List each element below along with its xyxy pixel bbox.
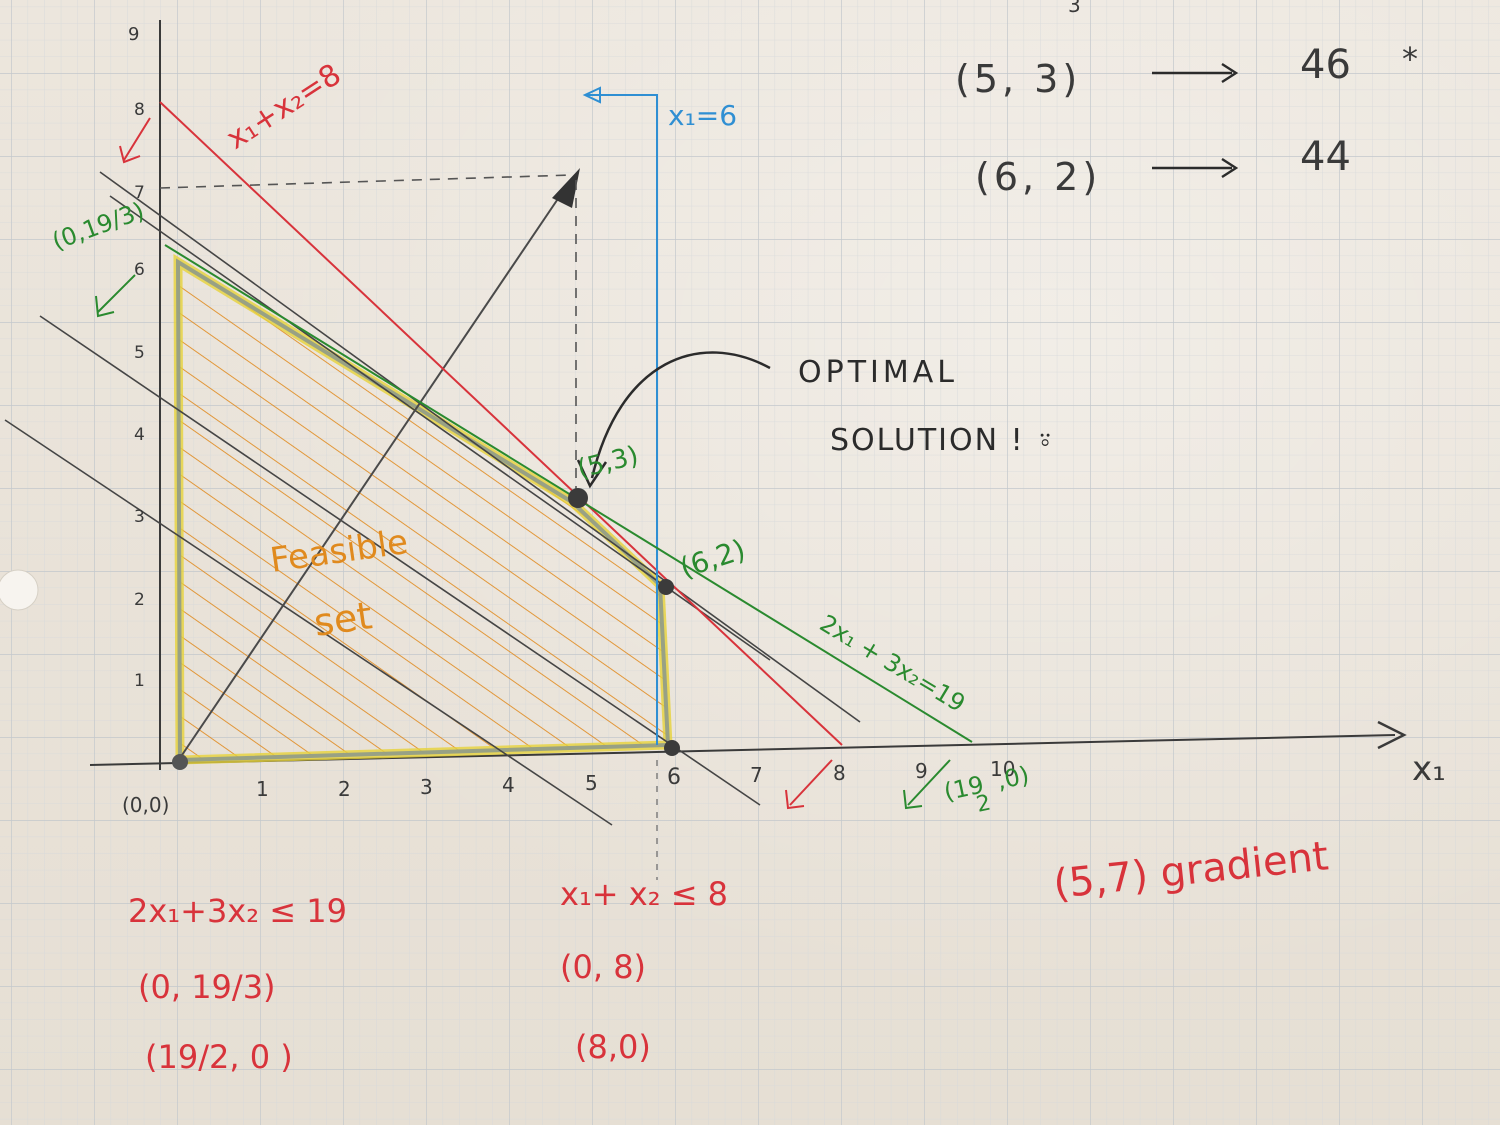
pointer-arrow-icon — [576, 459, 608, 489]
y-tick: 5 — [134, 343, 145, 363]
y-tick: 2 — [134, 590, 145, 610]
objective-mark-1: * — [1402, 40, 1418, 78]
blue-direction-arrow-icon — [582, 86, 601, 104]
optimal-vertex — [568, 488, 588, 508]
green-x-intercept-den: 2 — [974, 790, 993, 817]
constraint-2-point-1: (0, 8) — [560, 948, 646, 986]
arrow-icon-1 — [1152, 62, 1239, 84]
constraint-1-point-1: (0, 19/3) — [138, 968, 276, 1006]
x-axis-arrow-icon — [1377, 720, 1407, 750]
punch-hole — [0, 569, 39, 611]
x-tick: 10 — [990, 757, 1015, 781]
objective-point-2: (6, 2) — [975, 155, 1101, 199]
x-tick: 6 — [667, 765, 681, 790]
x-tick: 3 — [420, 775, 433, 799]
optimal-annotation-line2: SOLUTION ! ⍤ — [830, 423, 1056, 458]
arrow-icon-2 — [1152, 157, 1239, 179]
x-tick: 5 — [585, 771, 598, 795]
constraint-2-point-2: (8,0) — [575, 1028, 651, 1066]
vertex-6-0 — [664, 740, 680, 756]
green-x-intercept-zero: ,0) — [994, 761, 1031, 795]
y-tick: 1 — [134, 671, 145, 691]
gradient-vector — [179, 177, 573, 759]
set-label: set — [311, 593, 375, 645]
optimal-annotation-line1: OPTIMAL — [798, 355, 958, 390]
y-tick: 8 — [134, 100, 145, 120]
objective-value-1: 46 — [1300, 42, 1351, 88]
constraint-2-inequality: x₁+ x₂ ≤ 8 — [560, 875, 728, 913]
y-tick: 7 — [134, 183, 145, 203]
y-tick: 4 — [134, 425, 145, 445]
vertex-6-2 — [658, 579, 674, 595]
x-tick: 2 — [338, 777, 351, 801]
objective-point-1: (5, 3) — [955, 57, 1081, 101]
y-top-tick: 9 — [128, 24, 139, 45]
x-tick: 4 — [502, 773, 515, 797]
x-tick: 9 — [915, 759, 928, 783]
blue-line-label: x₁=6 — [668, 99, 737, 132]
x-tick: 8 — [833, 761, 846, 785]
x-tick: 7 — [750, 763, 763, 787]
vertex-origin — [172, 754, 188, 770]
top-fragment: 3 — [1068, 0, 1081, 17]
red-constraint-line — [159, 101, 843, 746]
green-constraint-line — [164, 244, 973, 743]
red-direction-arrow-icon — [119, 117, 151, 164]
pointer-arrow — [590, 351, 771, 479]
gradient-arrow-icon — [552, 168, 580, 208]
blue-constraint-line — [585, 94, 658, 745]
y-tick: 3 — [134, 507, 145, 527]
constraint-1-inequality: 2x₁+3x₂ ≤ 19 — [128, 892, 347, 930]
origin-label: (0,0) — [122, 793, 169, 817]
feasible-region — [178, 262, 668, 760]
x-tick: 1 — [256, 777, 269, 801]
x-axis-label: x₁ — [1412, 749, 1446, 789]
y-tick: 6 — [134, 260, 145, 280]
feasible-boundary — [175, 258, 671, 763]
constraint-1-point-2: (19/2, 0 ) — [145, 1038, 293, 1076]
objective-value-2: 44 — [1300, 134, 1351, 180]
gradient-dash-h — [159, 174, 573, 189]
